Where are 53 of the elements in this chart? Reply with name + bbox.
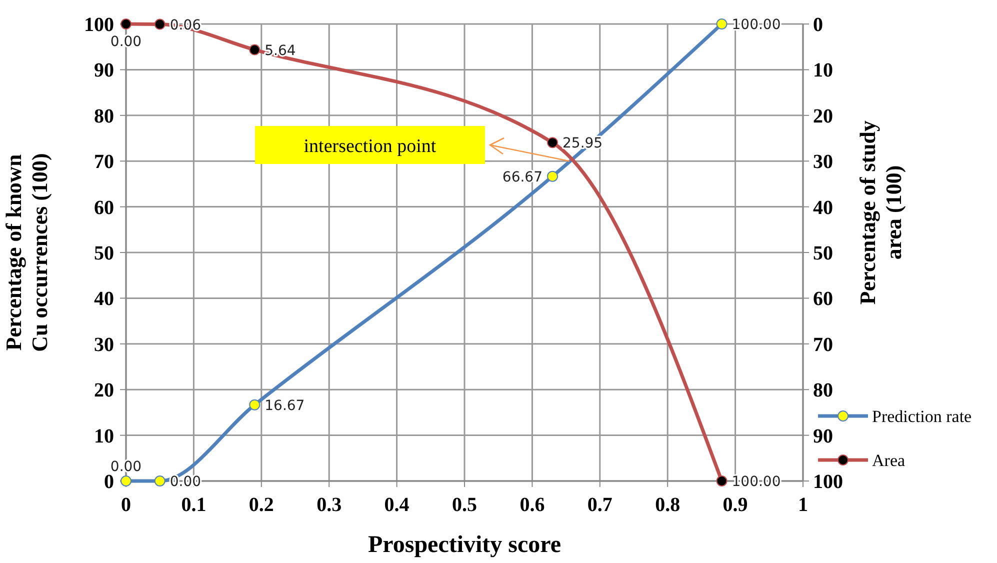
y2-tick-label: 50 <box>813 242 833 264</box>
y2-tick-label: 60 <box>813 288 833 310</box>
y2-tick-label: 30 <box>813 151 833 174</box>
y2-tick-label: 0 <box>813 14 823 36</box>
x-tick-label: 0.7 <box>587 494 612 516</box>
point <box>547 170 558 182</box>
y2-tick-label: 10 <box>813 60 833 82</box>
y2-tick-label: 80 <box>813 380 833 402</box>
x-tick-label: 0.4 <box>384 494 410 516</box>
point <box>154 18 166 30</box>
annotation: intersection point <box>304 136 437 157</box>
y-tick-label: 90 <box>94 60 114 82</box>
y-tick-label: 60 <box>94 196 114 219</box>
point <box>249 399 260 410</box>
legend-label: Prediction rate <box>872 407 972 426</box>
data-label: 100.00 <box>732 474 781 490</box>
point <box>716 476 728 486</box>
y-tick-label: 30 <box>94 334 114 356</box>
y-tick-label: 10 <box>94 425 114 448</box>
y-tick-label: 80 <box>94 105 114 128</box>
y2-tick-label: 20 <box>813 105 833 128</box>
x-tick-label: 0.6 <box>520 494 545 516</box>
data-label: 0.00 <box>110 34 142 50</box>
y2-tick-label: 40 <box>813 196 833 219</box>
y2-tick-label: 100 <box>813 471 843 493</box>
x-axis-title: Prospectivity score <box>368 532 562 558</box>
point <box>249 44 260 56</box>
data-label: 66.67 <box>502 169 543 186</box>
y2-tick-label: 90 <box>813 425 833 448</box>
x-tick-label: 0 <box>121 494 131 516</box>
point <box>547 137 558 148</box>
x-tick-label: 1 <box>798 494 808 516</box>
data-label: 16.67 <box>264 398 305 414</box>
x-tick-label: 0.8 <box>655 494 680 516</box>
x-tick-label: 0.5 <box>452 494 477 516</box>
x-tick-label: 0.1 <box>181 494 206 516</box>
y-tick-label: 100 <box>84 14 114 36</box>
y2-axis-title: Percentage of study area (100) <box>855 120 906 305</box>
x-tick-label: 0.3 <box>316 494 342 516</box>
y-tick-label: 40 <box>94 288 114 310</box>
data-label: 5.64 <box>264 42 296 59</box>
point <box>716 18 728 30</box>
y-tick-label: 20 <box>94 380 114 402</box>
y2-tick-label: 70 <box>813 334 833 356</box>
y-axis-title: Percentage of known Cu occurrences (100) <box>1 153 52 352</box>
y-tick-label: 50 <box>94 242 114 264</box>
x-tick-label: 0.2 <box>248 494 274 516</box>
data-label: 0.00 <box>170 474 202 490</box>
x-tick-label: 0.9 <box>722 494 748 516</box>
data-label: 100.00 <box>732 17 781 33</box>
y-tick-label: 70 <box>94 151 114 174</box>
legend-label: Area <box>872 451 906 470</box>
point <box>154 476 166 486</box>
